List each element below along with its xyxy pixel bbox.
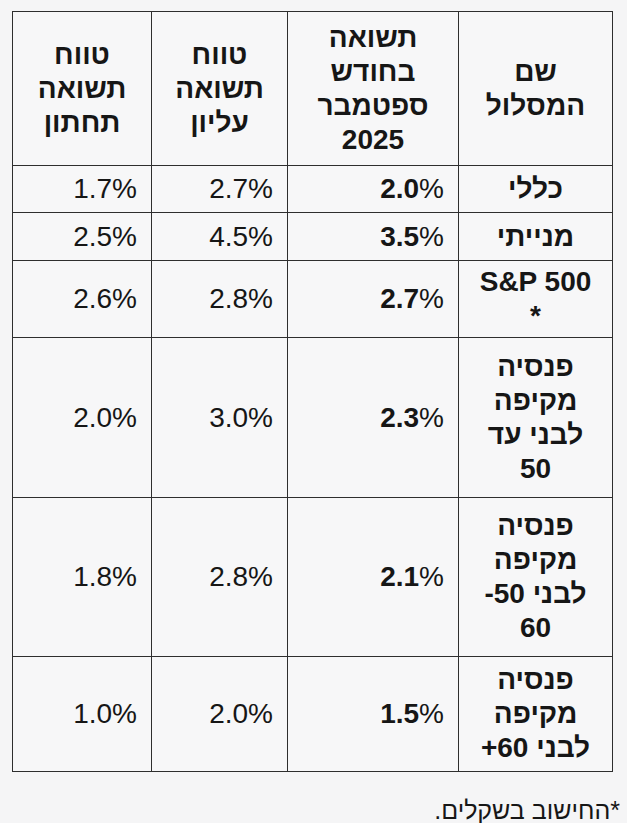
track-name-cell: S&P 500 * [459,261,613,338]
lower-range-cell: 1.7% [13,166,152,213]
lower-range-cell: 1.8% [13,498,152,657]
september-return-cell: 2.3% [288,338,459,498]
header-upper-range: טווח תשואה עליון [152,12,288,166]
track-name-cell: כללי [459,166,613,213]
table-row-general: כללי 2.0% 2.7% 1.7% [13,166,613,213]
percent-sign: % [419,283,444,314]
upper-range-cell: 2.8% [152,498,288,657]
lower-range-cell: 2.0% [13,338,152,498]
september-return-cell: 2.1% [288,498,459,657]
upper-range-cell: 3.0% [152,338,288,498]
upper-range-cell: 2.0% [152,657,288,772]
lower-range-cell: 1.0% [13,657,152,772]
percent-sign: % [419,221,444,252]
september-return-cell: 2.7% [288,261,459,338]
september-return-value: 2.0 [380,173,419,204]
table-row-pension-60-plus: פנסיה מקיפה לבני 60+ 1.5% 2.0% 1.0% [13,657,613,772]
september-return-cell: 3.5% [288,213,459,261]
returns-table: שם המסלול תשואה בחודש ספטמבר 2025 טווח ת… [12,11,613,772]
september-return-value: 2.3 [380,402,419,433]
september-return-value: 3.5 [380,221,419,252]
track-name-cell: פנסיה מקיפה לבני עד 50 [459,338,613,498]
upper-range-cell: 2.8% [152,261,288,338]
upper-range-cell: 2.7% [152,166,288,213]
header-september-return: תשואה בחודש ספטמבר 2025 [288,12,459,166]
track-name-cell: מנייתי [459,213,613,261]
header-lower-range: טווח תשואה תחתון [13,12,152,166]
september-return-value: 1.5 [380,698,419,729]
table-row-sp500: S&P 500 * 2.7% 2.8% 2.6% [13,261,613,338]
table-row-pension-50-60: פנסיה מקיפה לבני 50- 60 2.1% 2.8% 1.8% [13,498,613,657]
lower-range-cell: 2.6% [13,261,152,338]
september-return-value: 2.7 [380,283,419,314]
article-table-section: שם המסלול תשואה בחודש ספטמבר 2025 טווח ת… [0,11,627,823]
table-row-equity: מנייתי 3.5% 4.5% 2.5% [13,213,613,261]
september-return-value: 2.1 [380,561,419,592]
september-return-cell: 2.0% [288,166,459,213]
track-name-cell: פנסיה מקיפה לבני 60+ [459,657,613,772]
september-return-cell: 1.5% [288,657,459,772]
header-track-name: שם המסלול [459,12,613,166]
track-name-cell: פנסיה מקיפה לבני 50- 60 [459,498,613,657]
percent-sign: % [419,173,444,204]
percent-sign: % [419,402,444,433]
lower-range-cell: 2.5% [13,213,152,261]
upper-range-cell: 4.5% [152,213,288,261]
footnote-shekel-calculation: *החישוב בשקלים. [0,795,620,823]
header-row: שם המסלול תשואה בחודש ספטמבר 2025 טווח ת… [13,12,613,166]
percent-sign: % [419,698,444,729]
table-row-pension-under-50: פנסיה מקיפה לבני עד 50 2.3% 3.0% 2.0% [13,338,613,498]
percent-sign: % [419,561,444,592]
